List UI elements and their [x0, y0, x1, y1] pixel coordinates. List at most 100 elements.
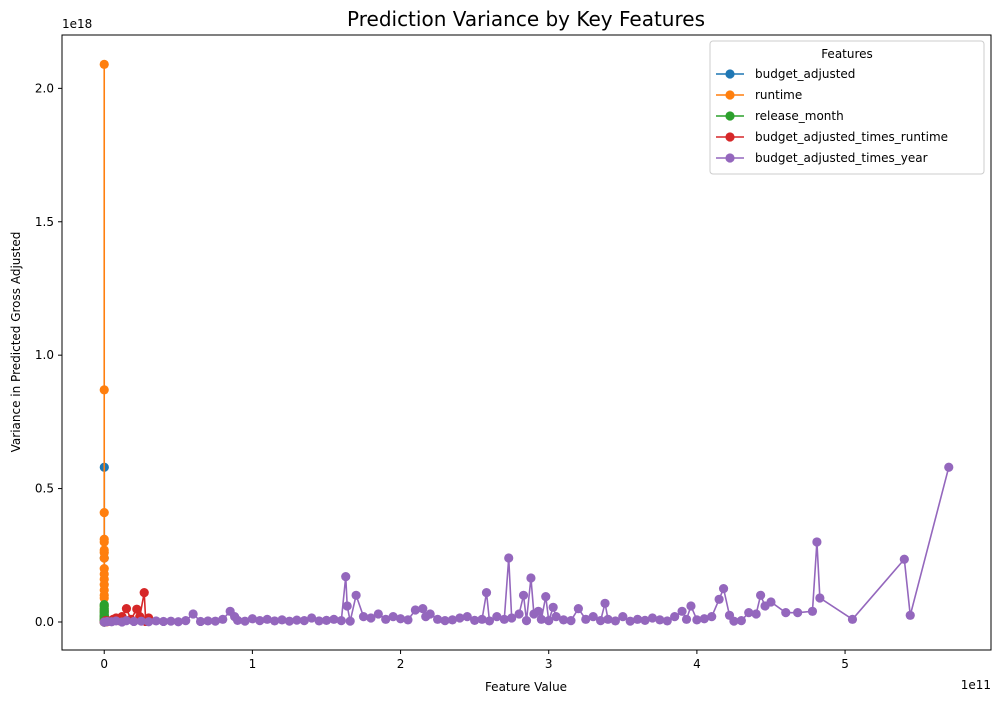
chart-title: Prediction Variance by Key Features: [347, 7, 705, 31]
data-point: [336, 616, 346, 626]
data-point: [504, 553, 514, 563]
data-point: [686, 601, 696, 611]
legend-label: budget_adjusted_times_runtime: [755, 130, 948, 144]
y-axis-label: Variance in Predicted Gross Adjusted: [9, 232, 23, 453]
data-point: [166, 616, 176, 626]
y-tick-label: 1.0: [35, 348, 54, 362]
data-point: [99, 59, 109, 69]
legend-marker: [725, 69, 735, 79]
data-point: [99, 385, 109, 395]
data-point: [321, 615, 332, 625]
data-point: [558, 615, 569, 625]
data-point: [151, 616, 161, 626]
data-point: [425, 609, 435, 619]
data-point: [618, 612, 628, 622]
data-point: [210, 616, 220, 626]
legend-label: budget_adjusted: [755, 67, 855, 81]
data-point: [812, 537, 822, 547]
data-point: [718, 584, 729, 594]
data-point: [533, 606, 543, 616]
x-tick-label: 3: [545, 657, 553, 671]
data-point: [277, 615, 287, 625]
data-point: [351, 590, 361, 600]
data-point: [129, 616, 139, 627]
data-point: [307, 613, 317, 623]
data-point: [815, 593, 825, 603]
data-point: [499, 614, 509, 624]
data-point: [655, 615, 665, 625]
data-point: [329, 614, 339, 624]
legend-marker: [725, 153, 735, 163]
data-point: [345, 616, 355, 626]
legend-box: [709, 40, 985, 175]
y-tick-label: 1.5: [35, 215, 54, 229]
data-point: [299, 616, 309, 626]
data-point: [121, 604, 132, 614]
data-point: [681, 614, 692, 624]
data-point: [262, 614, 272, 624]
data-point: [188, 609, 198, 619]
data-point: [610, 616, 621, 626]
x-tick-label: 0: [100, 657, 108, 671]
data-point: [670, 612, 680, 622]
data-point: [477, 614, 487, 624]
data-point: [173, 617, 183, 627]
data-point: [699, 614, 709, 624]
data-point: [484, 616, 495, 626]
data-point: [381, 614, 391, 624]
data-point: [707, 612, 717, 622]
data-point: [944, 462, 954, 472]
plot-area: [99, 59, 954, 627]
data-point: [395, 614, 406, 624]
data-point: [158, 616, 169, 627]
data-point: [481, 588, 492, 598]
data-point: [536, 614, 546, 624]
data-point: [905, 610, 915, 620]
data-point: [847, 614, 858, 624]
legend-label: budget_adjusted_times_year: [755, 151, 928, 165]
data-point: [99, 545, 109, 555]
data-point: [462, 612, 472, 622]
data-point: [751, 609, 761, 619]
data-point: [99, 564, 109, 574]
data-point: [544, 616, 554, 626]
data-point: [218, 614, 228, 624]
legend-title: Features: [821, 47, 873, 61]
x-tick-label: 5: [841, 657, 849, 671]
y-tick-label: 0.0: [35, 615, 54, 629]
data-point: [566, 616, 576, 626]
data-point: [342, 601, 352, 611]
data-point: [403, 615, 413, 625]
data-point: [633, 614, 643, 624]
data-point: [136, 616, 146, 626]
data-point: [600, 598, 610, 608]
data-point: [677, 606, 687, 616]
data-point: [366, 613, 376, 623]
data-point: [314, 616, 324, 626]
data-point: [793, 608, 803, 618]
x-tick-label: 4: [693, 657, 701, 671]
data-point: [899, 554, 909, 564]
data-point: [647, 613, 658, 623]
data-point: [247, 614, 257, 624]
data-point: [625, 616, 635, 626]
data-point: [514, 609, 524, 619]
data-point: [581, 614, 591, 624]
data-point: [541, 592, 551, 602]
legend-marker: [725, 111, 735, 121]
data-point: [433, 614, 443, 624]
data-point: [270, 616, 280, 626]
data-point: [418, 604, 428, 614]
data-point: [518, 590, 529, 600]
data-point: [99, 600, 109, 610]
data-point: [455, 613, 465, 623]
data-point: [551, 612, 561, 622]
data-point: [736, 616, 746, 626]
y-offset-label: 1e18: [62, 17, 92, 31]
data-point: [410, 605, 420, 615]
y-tick-label: 2.0: [35, 81, 54, 95]
x-tick-label: 2: [397, 657, 405, 671]
data-point: [766, 597, 776, 607]
data-point: [507, 613, 517, 623]
